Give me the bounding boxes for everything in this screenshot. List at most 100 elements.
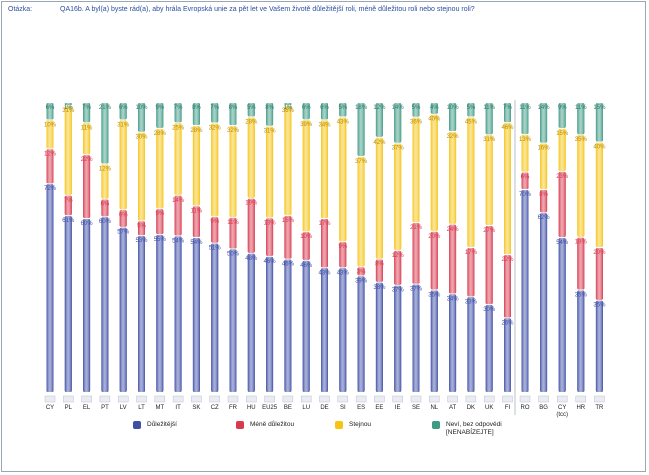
- bar-shade-stejnou-LV: [119, 120, 127, 210]
- bar-shade-mene-DK: [467, 248, 475, 297]
- category-label-RO: RO: [521, 405, 530, 411]
- value-label-mene-LU: 10%: [300, 234, 313, 240]
- flag-EE: [374, 395, 385, 403]
- bar-shade-mene-LU: [302, 232, 310, 260]
- bar-shade-mene-SE: [412, 223, 420, 284]
- bar-shade-stejnou-RO: [521, 134, 529, 172]
- bar-shade-dulezitejsi-LU: [302, 260, 310, 392]
- bar-shade-nevi-LV: [119, 103, 127, 120]
- category-label-ES: ES: [357, 405, 365, 411]
- question-text: QA16b. A byl(a) byste rád(a), aby hrála …: [60, 6, 475, 13]
- bar-shade-nevi-SI: [339, 103, 347, 117]
- bar-shade-dulezitejsi-SE: [412, 284, 420, 392]
- value-label-dulezitejsi-LU: 46%: [300, 263, 313, 269]
- value-label-dulezitejsi-ES: 39%: [355, 278, 368, 284]
- value-label-stejnou-NL: 40%: [428, 117, 441, 123]
- value-label-dulezitejsi-DK: 33%: [465, 299, 478, 305]
- bar-shade-mene-BG: [540, 190, 548, 213]
- bar-shade-mene-EU25: [266, 218, 274, 256]
- bar-shade-dulezitejsi-CY: [46, 184, 54, 392]
- value-label-mene-MT: 9%: [155, 211, 164, 217]
- bar-shade-stejnou-TR: [595, 142, 603, 247]
- value-label-dulezitejsi-UK: 30%: [483, 307, 496, 313]
- value-label-stejnou-BG: 16%: [538, 146, 551, 152]
- bar-shade-stejnou-LU: [302, 120, 310, 232]
- bar-shade-nevi-DK: [467, 103, 475, 117]
- value-label-mene-AT: 24%: [447, 227, 460, 233]
- value-label-stejnou-PL: 31%: [62, 108, 75, 114]
- value-label-nevi-CY: 6%: [46, 105, 55, 111]
- flag-EU25: [264, 395, 275, 403]
- value-label-stejnou-HR: 35%: [575, 137, 588, 143]
- bar-shade-nevi-PL: [64, 103, 72, 105]
- value-label-dulezitejsi-CY: 72%: [44, 186, 57, 192]
- bar-shade-mene-HU: [247, 198, 255, 253]
- value-label-dulezitejsi-EU25: 46%: [264, 259, 277, 265]
- value-label-nevi-PL: 1%: [64, 105, 73, 111]
- flag-TR: [594, 395, 605, 403]
- bar-shade-mene-DE: [321, 219, 328, 268]
- category-label-SK: SK: [192, 405, 200, 411]
- value-label-dulezitejsi-EE: 38%: [373, 285, 386, 291]
- category-label-CY (tcc): CY (tcc): [556, 405, 568, 418]
- value-label-nevi-EE: 12%: [373, 105, 386, 111]
- bar-shade-stejnou-DE: [321, 120, 328, 218]
- bar-shade-nevi-CY (tcc): [558, 103, 566, 128]
- flag-PL: [63, 395, 74, 403]
- chart-legend: Důležitější Méně důležitou Stejnou Neví,…: [0, 421, 649, 451]
- bar-shade-dulezitejsi-NL: [430, 290, 438, 392]
- bar-shade-stejnou-NL: [430, 114, 438, 231]
- bar-shade-nevi-IE: [394, 103, 402, 143]
- value-label-mene-HU: 19%: [245, 201, 258, 207]
- bar-shade-dulezitejsi-FI: [504, 318, 511, 392]
- bar-shade-nevi-MT: [156, 103, 164, 128]
- category-label-EL: EL: [83, 405, 91, 411]
- bar-shade-stejnou-CY (tcc): [558, 128, 566, 171]
- flag-EL: [81, 395, 92, 403]
- value-label-nevi-ES: 18%: [355, 105, 368, 111]
- bar-shade-mene-CY: [46, 149, 54, 184]
- bar-shade-dulezitejsi-EL: [83, 219, 91, 392]
- flag-LU: [300, 395, 312, 403]
- value-label-dulezitejsi-FR: 50%: [227, 251, 240, 257]
- bar-shade-nevi-FR: [229, 103, 237, 125]
- value-label-dulezitejsi-SI: 43%: [337, 270, 350, 276]
- value-label-stejnou-CY: 10%: [44, 122, 57, 128]
- bar-shade-mene-TR: [595, 248, 603, 300]
- value-label-mene-DE: 17%: [318, 221, 331, 227]
- value-label-stejnou-HU: 28%: [245, 120, 258, 126]
- bar-shade-stejnou-EU25: [266, 126, 274, 218]
- value-label-nevi-UK: 11%: [483, 105, 495, 111]
- category-label-IT: IT: [175, 405, 181, 411]
- bar-shade-dulezitejsi-HU: [247, 253, 255, 392]
- bar-shade-dulezitejsi-DE: [321, 268, 328, 392]
- category-label-LV: LV: [120, 405, 127, 411]
- value-label-nevi-FR: 8%: [229, 105, 238, 111]
- bar-shade-dulezitejsi-BE: [284, 259, 292, 392]
- category-label-LT: LT: [138, 405, 145, 411]
- value-label-dulezitejsi-PL: 61%: [62, 218, 75, 224]
- value-label-dulezitejsi-DE: 43%: [318, 270, 331, 276]
- bar-shade-dulezitejsi-CZ: [211, 243, 219, 392]
- value-label-mene-IE: 12%: [392, 253, 405, 259]
- value-label-mene-SE: 21%: [410, 225, 423, 231]
- bar-shade-mene-AT: [449, 224, 457, 294]
- bar-shade-dulezitejsi-PL: [64, 216, 72, 392]
- flag-ES: [355, 395, 367, 403]
- value-label-dulezitejsi-PT: 60%: [99, 219, 112, 225]
- value-label-mene-CY: 12%: [44, 151, 57, 157]
- bar-shade-dulezitejsi-ES: [357, 276, 365, 392]
- flag-LV: [117, 395, 129, 403]
- value-label-nevi-TR: 15%: [593, 105, 606, 111]
- value-label-stejnou-AT: 32%: [447, 134, 460, 140]
- value-label-stejnou-FR: 32%: [227, 128, 240, 134]
- bar-shade-nevi-FI: [504, 103, 511, 123]
- value-label-stejnou-LV: 31%: [117, 122, 130, 128]
- bar-shade-dulezitejsi-UK: [485, 305, 493, 392]
- value-label-mene-FR: 11%: [227, 220, 239, 226]
- value-label-mene-SI: 9%: [338, 244, 347, 250]
- bar-shade-stejnou-PT: [101, 164, 109, 199]
- value-label-nevi-BE: 1%: [284, 105, 293, 111]
- flag-HU: [246, 395, 257, 403]
- flag-FR: [227, 395, 239, 403]
